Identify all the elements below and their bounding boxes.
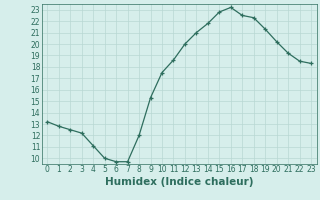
X-axis label: Humidex (Indice chaleur): Humidex (Indice chaleur) bbox=[105, 177, 253, 187]
